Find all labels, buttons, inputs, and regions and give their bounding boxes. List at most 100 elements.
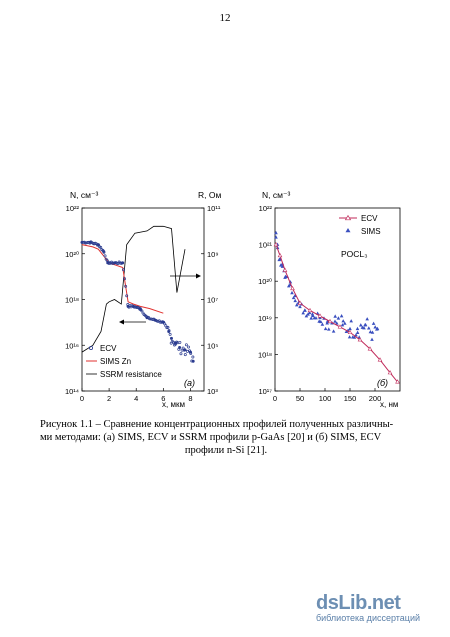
ecv-point: [189, 351, 193, 355]
legend-ecv-marker: [89, 345, 94, 350]
sims-point: [349, 319, 353, 323]
legend-b-ecv-label: ECV: [361, 214, 378, 223]
ecv-point: [178, 340, 182, 344]
sims-zn-line: [81, 244, 164, 314]
panel-a-xlabel: x, мкм: [162, 400, 185, 409]
panel-a-x-tick-label: 8: [188, 394, 192, 403]
panel-a-label: (a): [184, 378, 195, 388]
legend-ecv-label: ECV: [100, 344, 117, 353]
ecv-point: [357, 337, 363, 342]
sims-point: [373, 325, 377, 329]
ecv-point: [168, 332, 172, 336]
ecv-point: [307, 307, 313, 313]
ecv-point: [282, 267, 288, 272]
ecv-point: [347, 329, 353, 335]
panel-b-legend: ECV SIMS: [339, 214, 381, 236]
caption-line-3: профили n-Si [21].: [184, 445, 268, 456]
ecv-point: [367, 346, 373, 351]
sims-point: [352, 335, 357, 339]
panel-b-x-tick-label: 0: [273, 394, 277, 403]
panel-a: N, см⁻³ R, Ом x, мкм (a) 0 2 4 6 8 10¹⁴ 10¹⁶ 10…: [65, 190, 222, 409]
sims-point: [344, 329, 349, 333]
ecv-point: [140, 309, 144, 313]
panel-a-yr-tick-label: 10⁷: [207, 296, 218, 305]
panel-a-yl-tick-label: 10¹⁶: [65, 341, 79, 350]
sims-point: [295, 303, 299, 307]
sims-point: [314, 316, 318, 320]
watermark: dsLib.net библиотека диссертаций: [316, 592, 436, 623]
sims-point: [355, 326, 360, 331]
sims-point: [291, 295, 296, 300]
sims-point: [336, 316, 341, 320]
panel-a-yl-tick-label: 10¹⁴: [65, 387, 79, 396]
panel-a-ylabel-right: R, Ом: [198, 190, 221, 200]
ecv-point: [290, 285, 295, 291]
arrow-left: [119, 319, 146, 325]
sims-point: [331, 329, 336, 333]
page-number: 12: [219, 12, 231, 24]
ecv-point: [122, 268, 125, 272]
panel-a-ticks: 0 2 4 6 8 10¹⁴ 10¹⁶ 10¹⁸ 10²⁰ 10²² 10³ 10⁵ 10⁷ 10⁹ 10¹…: [65, 204, 221, 403]
panel-b-y-tick-label: 10²²: [259, 204, 273, 213]
sims-point: [310, 312, 315, 316]
sims-point: [307, 310, 312, 315]
panel-b-ticks: 0 50 100 150 200 10¹⁷ 10¹⁸ 10¹⁹ 10²⁰ 10²¹ 10²²: [258, 204, 381, 403]
sims-point: [371, 321, 376, 325]
panel-a-yl-tick-label: 10¹⁸: [65, 296, 79, 305]
ecv-point: [184, 343, 188, 347]
ecv-point: [167, 329, 171, 333]
panel-b-label: (б): [377, 378, 388, 388]
panel-a-marks: [80, 225, 195, 363]
sims-point: [311, 313, 315, 318]
ecv-point: [123, 277, 127, 281]
panel-b-x-tick-label: 100: [319, 394, 332, 403]
panel-b-xlabel: x, нм: [380, 400, 398, 409]
caption-line-2: ми методами: (а) SIMS, ECV и SSRM профил…: [40, 432, 382, 443]
panel-a-x-tick-label: 6: [161, 394, 165, 403]
panel-a-x-tick-label: 2: [107, 394, 111, 403]
panel-a-yl-tick-label: 10²⁰: [65, 250, 79, 259]
panel-b-annotation: POCL₃: [341, 249, 368, 259]
sims-point: [283, 275, 287, 279]
sims-point: [293, 298, 297, 303]
sims-point: [370, 337, 374, 341]
sims-point: [293, 293, 297, 298]
ecv-point: [99, 245, 103, 249]
ecv-point: [182, 348, 186, 352]
sims-point: [290, 290, 294, 295]
ecv-point: [181, 346, 185, 350]
sims-point: [362, 326, 366, 330]
sims-point: [343, 321, 347, 325]
sims-point: [333, 314, 337, 318]
legend-sims-zn-label: SIMS Zn: [100, 357, 131, 366]
panel-b-x-tick-label: 150: [344, 394, 357, 403]
panel-b-y-tick-label: 10²¹: [259, 241, 273, 250]
sims-point: [355, 330, 360, 334]
sims-point: [298, 304, 302, 309]
sims-point: [370, 330, 375, 334]
sims-point: [309, 316, 313, 320]
ecv-point: [103, 254, 107, 258]
ecv-point: [188, 349, 192, 353]
legend-b-ecv-marker: [344, 214, 352, 221]
panel-b: N, см⁻³ x, нм (б) POCL₃ 0 50 100 150 200 10¹⁷…: [258, 190, 401, 409]
panel-a-yl-tick-label: 10²²: [66, 204, 80, 213]
ecv-point: [387, 370, 393, 375]
ecv-point: [169, 336, 173, 340]
sims-point: [323, 326, 328, 331]
sims-point: [325, 321, 329, 325]
figure: N, см⁻³ R, Ом x, мкм (a) 0 2 4 6 8 10¹⁴ 10¹⁶ 10…: [65, 190, 401, 409]
sims-point: [327, 327, 331, 331]
sims-point: [301, 311, 305, 315]
caption-line-1: Рисунок 1.1 – Сравнение концентрационных…: [40, 419, 394, 430]
ecv-point: [102, 250, 106, 254]
panel-a-x-tick-label: 4: [134, 394, 138, 403]
sims-point: [274, 235, 278, 239]
panel-a-yr-tick-label: 10⁵: [207, 341, 218, 350]
panel-b-x-tick-label: 50: [296, 394, 304, 403]
ecv-point: [171, 340, 175, 344]
ecv-point: [183, 353, 187, 357]
sims-point: [288, 280, 293, 284]
panel-a-x-tick-label: 0: [80, 394, 84, 403]
sims-point: [341, 319, 345, 323]
